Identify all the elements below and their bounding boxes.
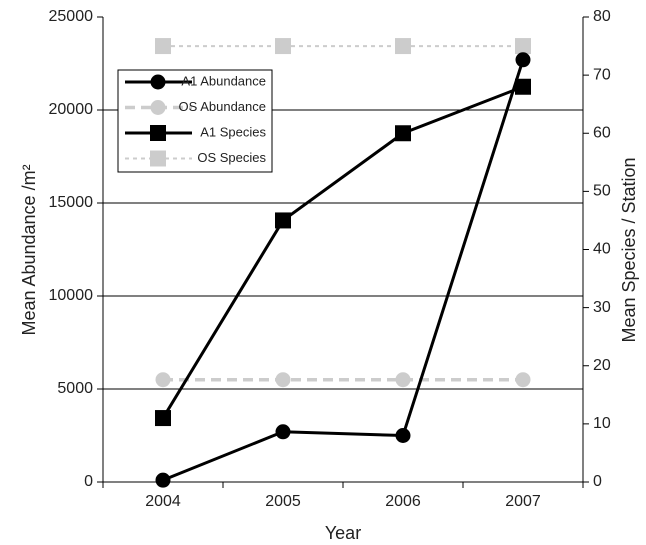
y2-tick-label: 20 [593, 357, 611, 374]
y2-tick-label: 0 [593, 473, 602, 490]
data-point [395, 428, 411, 443]
data-point [155, 372, 171, 388]
x-tick-label: 2007 [505, 493, 541, 510]
legend-box [117, 69, 273, 173]
legend-label: OS Abundance [179, 99, 266, 114]
data-point [155, 472, 171, 488]
y2-axis-label: Mean Species / Station [619, 157, 639, 342]
legend-marker [150, 100, 166, 115]
y-tick-label: 0 [84, 473, 93, 490]
data-point [275, 372, 291, 388]
x-tick-label: 2005 [265, 493, 301, 510]
data-point [395, 38, 411, 55]
data-point [275, 212, 291, 229]
data-point [275, 424, 291, 440]
y2-tick-label: 50 [593, 183, 611, 200]
data-point [155, 38, 171, 55]
x-axis-label: Year [325, 523, 361, 543]
data-point [395, 125, 411, 142]
y2-tick-label: 80 [593, 8, 611, 25]
y-tick-label: 15000 [49, 194, 94, 211]
x-tick-label: 2004 [145, 493, 181, 510]
data-point [275, 38, 291, 55]
x-tick-label: 2006 [385, 493, 421, 510]
y-axis-label: Mean Abundance /m² [19, 164, 39, 335]
legend-label: A1 Species [200, 124, 266, 139]
series-line [162, 59, 525, 482]
data-point [515, 78, 531, 95]
legend: A1 Abundance OS Abundance A1 Species OS Spe… [117, 69, 273, 173]
data-point [515, 372, 531, 388]
y-tick-label: 10000 [49, 287, 94, 304]
legend-label: A1 Abundance [181, 73, 266, 88]
y-tick-label: 5000 [57, 380, 93, 397]
legend-marker [150, 150, 166, 167]
legend-marker [150, 125, 166, 141]
data-point [155, 410, 171, 427]
y2-tick-label: 40 [593, 241, 611, 258]
legend-label: OS Species [197, 150, 266, 165]
data-point [395, 372, 411, 388]
y2-tick-label: 30 [593, 299, 611, 316]
y2-tick-label: 10 [593, 415, 611, 432]
y-tick-label: 25000 [49, 8, 94, 25]
data-point [515, 52, 531, 68]
data-point [515, 38, 531, 55]
y2-tick-label: 60 [593, 124, 611, 141]
series-line [161, 85, 524, 419]
y2-tick-label: 70 [593, 66, 611, 83]
y-tick-label: 20000 [49, 101, 94, 118]
legend-marker [150, 74, 166, 90]
